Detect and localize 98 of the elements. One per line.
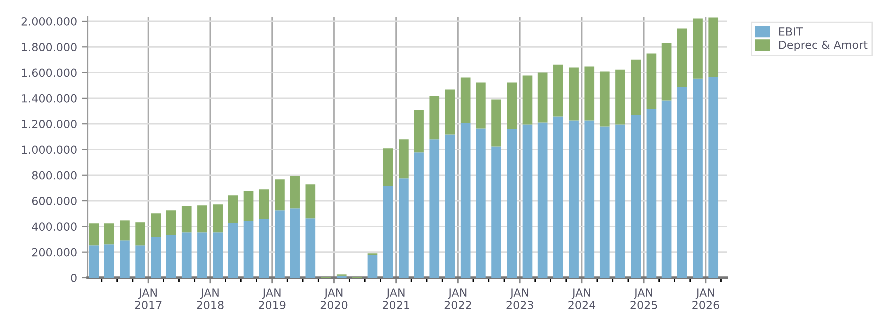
bar	[600, 126, 610, 278]
bar	[136, 246, 146, 278]
x-tick-label: JAN 2026	[692, 288, 720, 310]
bar	[646, 109, 657, 278]
legend-label: EBIT	[779, 28, 804, 36]
bar	[368, 255, 378, 278]
bar	[693, 18, 703, 79]
bar	[104, 224, 114, 245]
y-tick-label: 1.800.000	[22, 43, 77, 52]
bar	[399, 140, 409, 179]
bar	[507, 82, 518, 130]
bar	[89, 224, 100, 246]
bar	[631, 60, 642, 116]
bar	[693, 78, 703, 278]
x-tick-label: JAN 2017	[135, 288, 162, 310]
bar	[584, 120, 595, 278]
bar	[244, 221, 254, 278]
y-tick-label: 400.000	[32, 222, 77, 232]
bar	[616, 124, 626, 278]
bar	[213, 204, 223, 233]
bar	[631, 115, 642, 278]
x-tick-label: JAN 2019	[259, 288, 286, 310]
y-tick-label: 2.000.000	[22, 17, 77, 26]
bar	[120, 220, 130, 241]
bar	[584, 66, 595, 121]
bar	[259, 219, 270, 278]
bar	[166, 235, 176, 278]
bar	[120, 240, 130, 278]
bar	[151, 237, 162, 278]
bar	[538, 122, 548, 278]
y-tick-label: 800.000	[32, 171, 77, 180]
x-tick-label: JAN 2020	[320, 288, 348, 310]
bar	[383, 186, 394, 278]
bar	[460, 78, 471, 124]
y-tick-label: 1.600.000	[22, 68, 77, 78]
bar	[275, 180, 285, 211]
bar	[600, 72, 610, 127]
bar	[460, 123, 471, 278]
bar	[244, 192, 254, 222]
bar	[476, 82, 486, 129]
bar	[290, 208, 300, 278]
bar	[522, 124, 533, 278]
bar	[538, 72, 548, 123]
bar	[228, 196, 238, 224]
bar	[136, 222, 146, 246]
bar	[522, 76, 533, 125]
x-tick-label: JAN 2024	[568, 288, 596, 310]
x-tick-label: JAN 2018	[197, 288, 224, 310]
bar	[399, 178, 409, 278]
y-tick-label: 600.000	[32, 197, 77, 206]
bar	[104, 244, 114, 278]
bar	[166, 210, 176, 236]
bar	[677, 87, 688, 278]
bar	[430, 96, 440, 140]
bar	[275, 210, 285, 278]
bar	[89, 246, 100, 278]
bar	[182, 206, 192, 233]
bar	[259, 190, 270, 220]
bar	[677, 28, 688, 88]
bar	[414, 110, 424, 153]
bar	[198, 232, 208, 278]
bar	[306, 184, 316, 219]
bar	[414, 152, 424, 278]
bar	[507, 129, 518, 278]
bar	[662, 43, 672, 101]
legend-label: Deprec & Amort	[779, 40, 868, 52]
bar	[492, 146, 502, 278]
bar	[708, 77, 719, 278]
bar	[492, 100, 502, 147]
bar	[569, 68, 579, 121]
bar	[383, 148, 394, 187]
bar	[151, 214, 162, 238]
bar	[476, 128, 486, 278]
y-tick-label: 1.200.000	[22, 120, 77, 128]
bar	[198, 206, 208, 233]
bar	[306, 218, 316, 278]
x-tick-label: JAN 2022	[444, 288, 472, 310]
bar	[708, 18, 719, 78]
bar	[430, 140, 440, 278]
y-tick-label: 0	[71, 274, 77, 282]
y-tick-label: 1.400.000	[22, 94, 77, 103]
y-tick-label: 200.000	[32, 248, 77, 257]
x-tick-label: JAN 2025	[630, 288, 658, 310]
bar	[182, 232, 192, 278]
y-tick-label: 1.000.000	[22, 146, 77, 154]
bar	[662, 100, 672, 278]
bar	[445, 134, 456, 278]
bar	[554, 116, 564, 278]
bar	[569, 120, 579, 278]
bar	[646, 54, 657, 110]
bar	[290, 176, 300, 209]
bar	[228, 223, 238, 278]
bar	[445, 90, 456, 135]
bar	[213, 232, 223, 278]
bar	[554, 64, 564, 117]
x-tick-label: JAN 2021	[382, 288, 410, 310]
x-tick-label: JAN 2023	[506, 288, 534, 310]
bar	[616, 70, 626, 125]
